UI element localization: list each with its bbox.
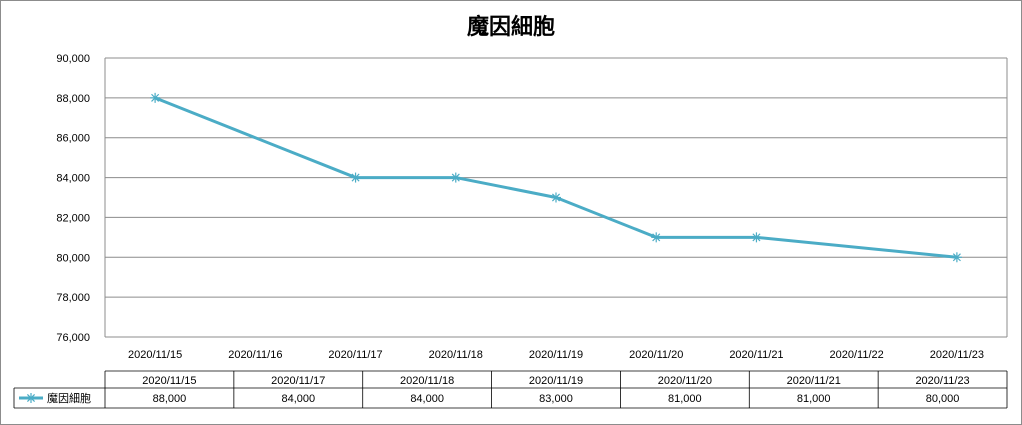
y-tick-label: 86,000 [56,133,90,145]
table-value-cell: 88,000 [153,393,187,405]
x-tick-label: 2020/11/23 [930,349,984,361]
table-header-cell: 2020/11/17 [271,375,325,387]
table-value-cell: 84,000 [281,393,315,405]
y-tick-label: 80,000 [56,252,90,264]
data-point [150,92,161,103]
y-axis-ticks: 76,000 78,000 80,000 82,000 84,000 86,000 88,0… [56,53,90,344]
data-point [450,172,461,183]
table-header-cell: 2020/11/20 [658,375,712,387]
y-tick-label: 90,000 [56,53,90,65]
x-tick-label: 2020/11/18 [429,349,483,361]
table-value-cell: 81,000 [668,393,702,405]
y-tick-label: 78,000 [56,292,90,304]
x-tick-label: 2020/11/17 [328,349,382,361]
data-point [751,232,762,243]
data-point [551,192,561,203]
x-tick-label: 2020/11/16 [228,349,282,361]
table-value-cell: 80,000 [926,393,960,405]
table-value-cell: 83,000 [539,393,573,405]
gridlines [104,57,1008,338]
table-header-cell: 2020/11/21 [787,375,841,387]
table-value-cell: 84,000 [410,393,444,405]
series-layer [150,92,962,263]
x-tick-label: 2020/11/20 [629,349,683,361]
y-tick-label: 84,000 [56,173,90,185]
data-point [951,252,962,263]
x-tick-label: 2020/11/22 [830,349,884,361]
table-header-cell: 2020/11/23 [915,375,969,387]
table-header-cell: 2020/11/19 [529,375,583,387]
y-tick-label: 82,000 [56,212,90,224]
x-tick-label: 2020/11/15 [128,349,182,361]
table-header-cell: 2020/11/15 [142,375,196,387]
table-header-cell: 2020/11/18 [400,375,454,387]
data-point [651,232,662,243]
x-axis-ticks: 2020/11/15 2020/11/16 2020/11/17 2020/11/18… [128,349,984,361]
x-tick-label: 2020/11/21 [729,349,783,361]
data-point [350,172,361,183]
legend-key-marker [26,393,36,403]
y-tick-label: 76,000 [56,332,90,344]
table-value-cell: 81,000 [797,393,831,405]
x-tick-label: 2020/11/19 [529,349,583,361]
data-table: 2020/11/15 2020/11/17 2020/11/18 2020/11/19… [13,370,1008,409]
chart-title: 魔因細胞 [467,14,555,40]
y-tick-label: 88,000 [56,93,90,105]
legend-series-name: 魔因細胞 [47,391,91,405]
